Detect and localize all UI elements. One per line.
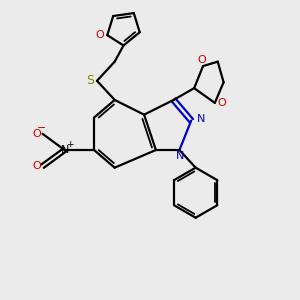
Text: O: O — [32, 161, 41, 171]
Text: N: N — [196, 114, 205, 124]
Text: O: O — [197, 55, 206, 64]
Text: +: + — [66, 140, 74, 149]
Text: O: O — [96, 30, 104, 40]
Text: −: − — [36, 123, 46, 133]
Text: N: N — [60, 145, 69, 155]
Text: O: O — [32, 129, 41, 139]
Text: O: O — [217, 98, 226, 108]
Text: N: N — [176, 152, 184, 161]
Text: S: S — [86, 74, 94, 87]
